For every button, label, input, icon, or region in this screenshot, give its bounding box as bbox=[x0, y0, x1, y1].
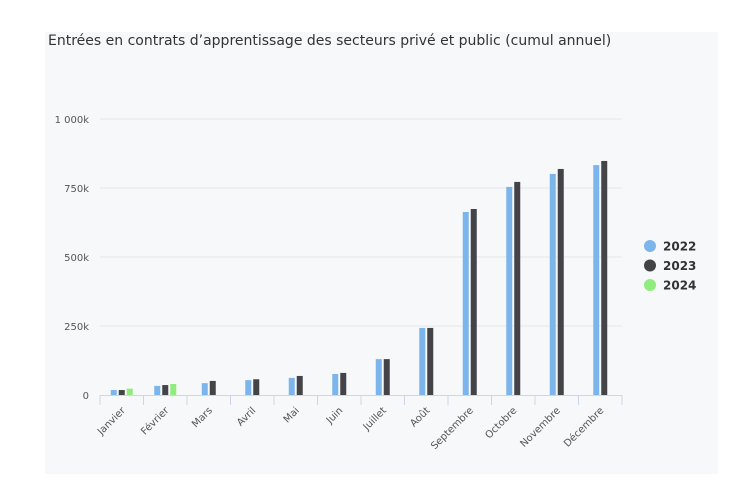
x-tick-label: Février bbox=[139, 404, 172, 437]
x-tick-label: Septembre bbox=[429, 405, 476, 452]
legend-marker-2024 bbox=[644, 279, 656, 291]
x-tick-label: Juin bbox=[324, 405, 346, 427]
bar-2023-avril bbox=[253, 379, 260, 395]
x-tick-label: Mai bbox=[282, 405, 302, 425]
x-tick-label: Avril bbox=[235, 405, 258, 428]
legend-marker-2022 bbox=[644, 240, 656, 252]
bar-2023-mai bbox=[296, 375, 303, 395]
bar-2022-avril bbox=[245, 380, 252, 395]
bar-2022-février bbox=[154, 385, 161, 395]
bar-2023-janvier bbox=[118, 390, 125, 395]
legend-marker-2023 bbox=[644, 259, 656, 272]
x-tick-label: Juillet bbox=[361, 405, 389, 433]
bar-2022-janvier bbox=[110, 390, 117, 395]
bar-2023-juin bbox=[340, 372, 347, 395]
bar-2022-juin bbox=[332, 374, 339, 395]
bar-2023-août bbox=[427, 327, 434, 395]
y-tick-label: 250k bbox=[64, 322, 89, 333]
x-tick-label: Novembre bbox=[518, 405, 562, 449]
legend-item-2024[interactable]: 2024 bbox=[663, 279, 696, 293]
bar-2023-février bbox=[162, 385, 169, 395]
x-tick-label: Août bbox=[408, 405, 433, 430]
x-tick-label: Mars bbox=[190, 405, 215, 430]
bar-2023-novembre bbox=[557, 168, 564, 395]
y-tick-label: 750k bbox=[64, 184, 89, 195]
bar-2023-mars bbox=[209, 380, 216, 395]
x-tick-label: Décembre bbox=[561, 405, 606, 450]
x-tick-label: Janvier bbox=[95, 405, 128, 438]
legend-item-2022[interactable]: 2022 bbox=[663, 240, 696, 254]
bar-2022-octobre bbox=[506, 186, 513, 395]
x-tick-label: Octobre bbox=[483, 405, 519, 441]
y-tick-label: 1 000k bbox=[55, 115, 90, 126]
bar-2022-juillet bbox=[375, 359, 382, 395]
y-tick-label: 0 bbox=[83, 391, 89, 402]
y-tick-label: 500k bbox=[64, 253, 89, 264]
bar-2023-octobre bbox=[514, 181, 521, 395]
bar-2023-juillet bbox=[383, 359, 390, 395]
bar-2022-novembre bbox=[549, 173, 556, 395]
bar-2023-décembre bbox=[601, 160, 608, 395]
bar-2024-février bbox=[170, 383, 177, 395]
bar-2024-janvier bbox=[126, 388, 133, 395]
chart-title: Entrées en contrats d’apprentissage des … bbox=[48, 33, 612, 49]
bar-2022-mars bbox=[201, 383, 208, 395]
bar-2023-septembre bbox=[470, 208, 477, 395]
bar-2022-septembre bbox=[462, 212, 469, 395]
legend-item-2023[interactable]: 2023 bbox=[663, 259, 696, 273]
bar-2022-août bbox=[419, 327, 426, 395]
bar-2022-mai bbox=[288, 377, 295, 395]
bar-2022-décembre bbox=[593, 165, 600, 395]
